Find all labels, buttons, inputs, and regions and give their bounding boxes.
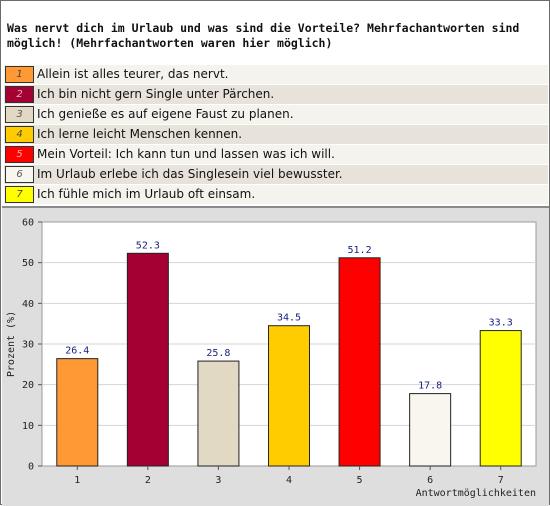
legend-item: 7 Ich fühle mich im Urlaub oft einsam. <box>4 185 548 204</box>
value-label: 51.2 <box>348 245 372 256</box>
x-tick-label: 7 <box>498 475 504 486</box>
legend-item: 2 Ich bin nicht gern Single unter Pärche… <box>4 85 548 104</box>
y-tick-label: 50 <box>22 258 34 269</box>
x-tick-label: 4 <box>286 475 292 486</box>
bar-4 <box>268 325 310 467</box>
value-label: 33.3 <box>489 318 513 329</box>
y-tick-label: 30 <box>22 340 34 351</box>
value-label: 52.3 <box>136 240 160 251</box>
legend-swatch: 2 <box>5 86 34 103</box>
y-axis-ticks: 0 10 20 30 40 50 60 <box>22 218 42 473</box>
x-tick-label: 5 <box>357 475 363 486</box>
legend-label: Mein Vorteil: Ich kann tun und lassen wa… <box>37 147 335 161</box>
x-axis-ticks: 1 2 3 4 5 6 7 <box>74 466 504 486</box>
bar-7 <box>479 330 522 467</box>
value-labels: 26.4 52.3 25.8 34.5 51.2 17.8 33.3 <box>65 240 513 391</box>
question-title: Was nervt dich im Urlaub und was sind di… <box>7 21 520 50</box>
y-tick-label: 10 <box>22 421 34 432</box>
bar-6 <box>409 393 452 467</box>
bar-1 <box>56 358 99 467</box>
legend-label: Ich bin nicht gern Single unter Pärchen. <box>37 87 275 101</box>
y-tick-label: 20 <box>22 380 34 391</box>
legend-label: Ich genieße es auf eigene Faust zu plane… <box>37 107 294 121</box>
legend-label: Allein ist alles teurer, das nervt. <box>37 67 229 81</box>
legend-item: 4 Ich lerne leicht Menschen kennen. <box>4 125 548 144</box>
y-tick-label: 40 <box>22 299 34 310</box>
bar-3 <box>197 360 240 467</box>
legend-item: 6 Im Urlaub erlebe ich das Singlesein vi… <box>4 165 548 184</box>
legend-swatch: 5 <box>5 146 34 163</box>
x-tick-label: 3 <box>215 475 221 486</box>
x-tick-label: 6 <box>427 475 433 486</box>
y-tick-label: 60 <box>22 218 34 229</box>
bar-5 <box>338 257 381 467</box>
y-tick-label: 0 <box>28 462 34 473</box>
x-axis-label: Antwortmöglichkeiten <box>416 488 536 499</box>
x-tick-label: 1 <box>74 475 80 486</box>
legend-swatch: 4 <box>5 126 34 143</box>
legend-swatch: 3 <box>5 106 34 123</box>
legend-item: 5 Mein Vorteil: Ich kann tun und lassen … <box>4 145 548 164</box>
value-label: 26.4 <box>65 346 89 357</box>
legend-swatch: 6 <box>5 166 34 183</box>
chart-panel: 0 10 20 30 40 50 60 26.4 52.3 25.8 34.5 51.2 17.8 33… <box>2 206 549 506</box>
x-tick-label: 2 <box>145 475 151 486</box>
y-axis-label: Prozent (%) <box>6 311 17 377</box>
legend-label: Im Urlaub erlebe ich das Singlesein viel… <box>37 167 343 181</box>
legend-label: Ich lerne leicht Menschen kennen. <box>37 127 243 141</box>
value-label: 25.8 <box>206 348 230 359</box>
bar-2 <box>126 252 169 467</box>
legend-label: Ich fühle mich im Urlaub oft einsam. <box>37 187 256 201</box>
value-label: 34.5 <box>277 313 301 324</box>
bars <box>56 252 522 467</box>
answer-legend: 1 Allein ist alles teurer, das nervt. 2 … <box>4 65 548 205</box>
legend-item: 1 Allein ist alles teurer, das nervt. <box>4 65 548 84</box>
value-label: 17.8 <box>418 381 442 392</box>
legend-swatch: 1 <box>5 66 34 83</box>
legend-swatch: 7 <box>5 186 34 203</box>
legend-item: 3 Ich genieße es auf eigene Faust zu pla… <box>4 105 548 124</box>
